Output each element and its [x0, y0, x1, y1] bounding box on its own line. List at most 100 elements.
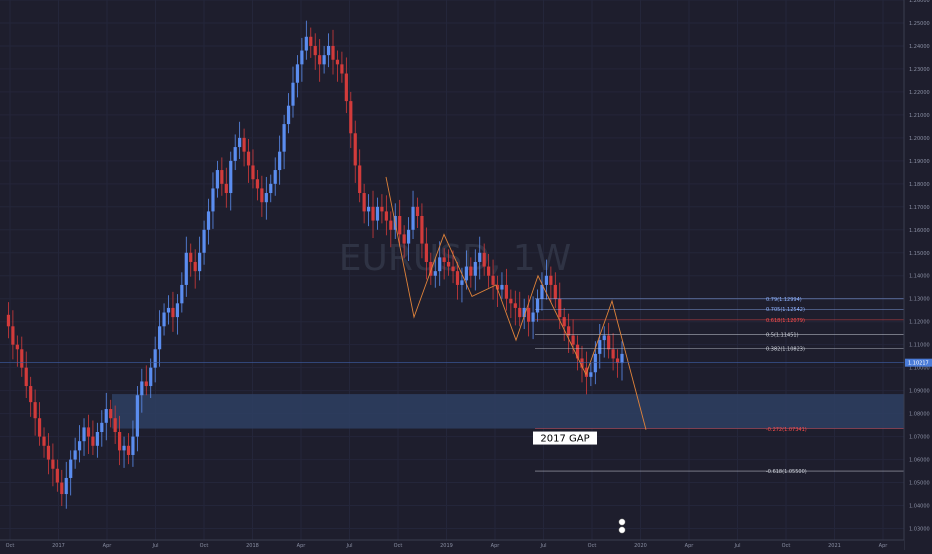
candle-body — [246, 151, 251, 166]
y-tick-label: 1.21000 — [909, 113, 930, 119]
y-tick-label: 1.09000 — [909, 389, 930, 395]
candle-body — [95, 432, 99, 446]
y-tick-label: 1.23000 — [909, 67, 930, 73]
candle-body — [460, 280, 464, 285]
fib-level[interactable]: 0.5(1.11451) — [535, 332, 904, 338]
candle-body — [340, 64, 344, 74]
y-tick-label: 1.08000 — [909, 412, 930, 418]
fib-label: -0.272(1.07341) — [766, 427, 807, 433]
candle-body — [144, 381, 148, 387]
candle-body — [478, 252, 482, 262]
candle-body — [544, 275, 549, 285]
candle-body — [46, 445, 51, 460]
candle-body — [42, 436, 46, 446]
candle-body — [229, 160, 233, 194]
fib-label: 0.705(1.12542) — [766, 307, 805, 313]
fib-level[interactable]: 0.79(1.12994) — [535, 297, 904, 303]
candle-body — [251, 165, 255, 180]
fib-level[interactable]: 0.382(1.10823) — [535, 347, 904, 353]
event-marker[interactable] — [618, 518, 626, 526]
candle-body — [509, 298, 513, 304]
fib-label: 0.618(1.12079) — [766, 318, 805, 324]
candle-body — [491, 275, 495, 285]
y-tick-label: 1.17000 — [909, 205, 930, 211]
candle-body — [518, 307, 522, 318]
candle-body — [607, 335, 611, 350]
candle-body — [269, 183, 273, 194]
x-tick-label: Apr — [685, 543, 695, 549]
candle-body — [73, 450, 77, 460]
x-tick-label: Jul — [345, 543, 352, 549]
candle-body — [495, 284, 500, 290]
candle-body — [162, 312, 166, 327]
candle-body — [562, 317, 566, 327]
y-tick-label: 1.04000 — [909, 504, 930, 510]
candle-body — [51, 459, 55, 469]
candle-body — [238, 137, 242, 148]
candle-body — [366, 206, 371, 212]
y-tick-label: 1.14000 — [909, 274, 930, 280]
candle-body — [206, 211, 211, 230]
candle-body — [100, 422, 104, 432]
candle-body — [527, 307, 531, 322]
y-tick-label: 1.22000 — [909, 90, 930, 96]
pattern-line[interactable] — [385, 176, 647, 430]
candle-body — [109, 409, 113, 419]
candle-body — [11, 326, 15, 345]
candle-body — [260, 188, 264, 203]
candle-body — [171, 307, 175, 318]
candle-body — [420, 216, 424, 244]
candle-body — [180, 284, 184, 304]
fib-level[interactable]: 0.618(1.12079) — [535, 318, 904, 324]
x-tick-label: 2021 — [828, 543, 841, 549]
candle-body — [117, 432, 122, 451]
candle-body — [438, 257, 442, 272]
candle-body — [571, 335, 575, 345]
candle-body — [429, 261, 433, 276]
x-tick-label: 2020 — [634, 543, 647, 549]
candle-body — [513, 303, 517, 308]
candle-body — [611, 349, 615, 359]
fib-level[interactable]: -0.272(1.07341) — [535, 427, 904, 433]
candle-body — [575, 344, 580, 359]
candle-body — [504, 284, 509, 299]
candle-body — [415, 206, 420, 216]
candle-body — [313, 45, 317, 56]
y-tick-label: 1.12000 — [909, 320, 930, 326]
candle-body — [113, 418, 117, 432]
candle-body — [69, 459, 73, 478]
candle-body — [135, 395, 139, 437]
last-price-tag — [905, 358, 932, 367]
candle-body — [264, 193, 268, 203]
candle-body — [375, 206, 380, 221]
candle-body — [447, 261, 451, 267]
fib-level[interactable]: -0.618(1.05500) — [535, 469, 904, 475]
y-tick-label: 1.07000 — [909, 435, 930, 441]
candle-body — [82, 427, 86, 442]
candle-body — [482, 252, 486, 267]
candle-body — [140, 381, 144, 396]
candle-body — [242, 137, 246, 152]
candle-body — [531, 312, 535, 322]
time-axis[interactable]: Oct 2017 Apr Jul Oct 2018 Apr Jul Oct 2019 Apr Jul O… — [0, 539, 904, 550]
event-marker[interactable] — [618, 526, 626, 534]
x-tick-label: 2017 — [52, 543, 65, 549]
gap-zone[interactable] — [112, 394, 904, 429]
fib-level[interactable]: 0.705(1.12542) — [535, 307, 904, 313]
candle-body — [593, 353, 597, 373]
candle-body — [33, 402, 37, 419]
y-tick-label: 1.26000 — [909, 0, 930, 4]
x-tick-label: Jul — [539, 543, 546, 549]
candle-body — [6, 314, 11, 327]
x-tick-label: Apr — [491, 543, 501, 549]
price-axis-bg — [904, 0, 932, 550]
x-tick-label: Jul — [151, 543, 158, 549]
candle-body — [500, 284, 504, 290]
y-tick-label: 1.16000 — [909, 228, 930, 234]
candle-body — [389, 220, 393, 230]
candle-body — [198, 252, 202, 272]
y-tick-label: 1.10000 — [909, 366, 930, 372]
candle-body — [189, 252, 193, 262]
